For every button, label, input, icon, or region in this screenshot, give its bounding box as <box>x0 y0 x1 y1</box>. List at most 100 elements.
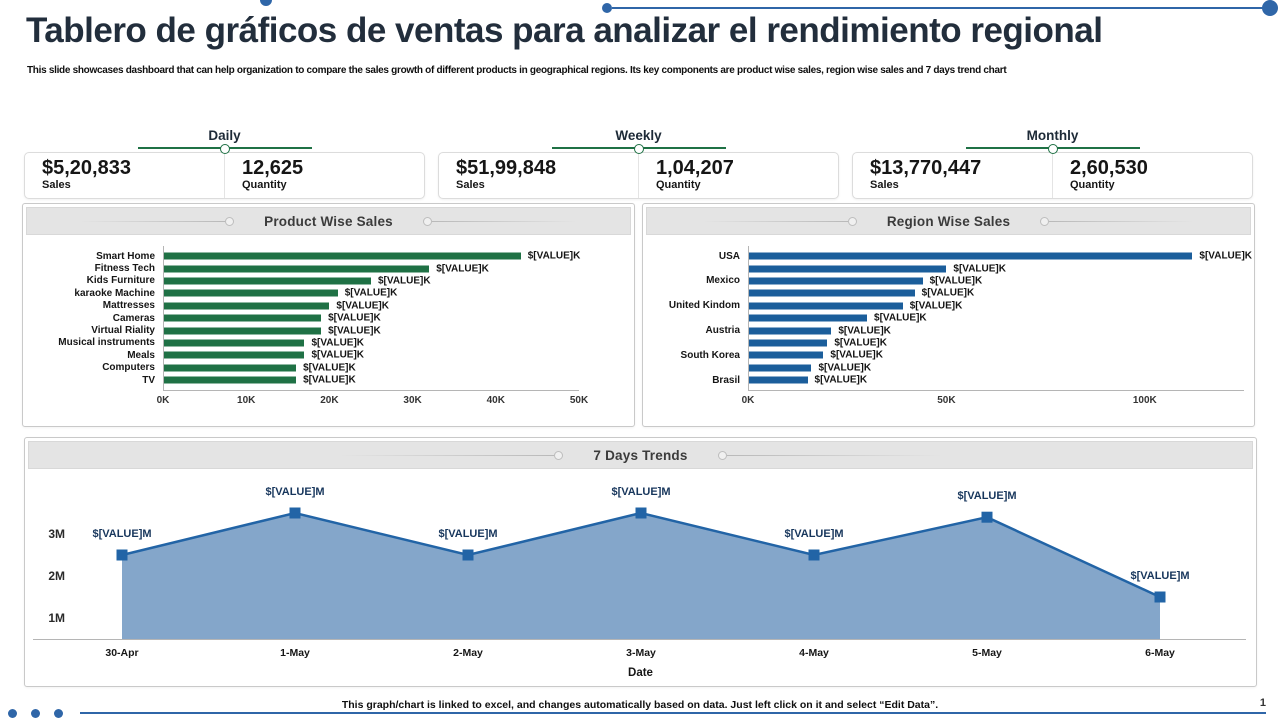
bar-row: USA $[VALUE]K <box>653 250 1252 262</box>
kpi-row: Daily $5,20,833 Sales 12,625 Quantity We… <box>24 128 1253 199</box>
bar-value-label: $[VALUE]K <box>311 349 365 361</box>
x-tick-label: 10K <box>237 395 256 406</box>
x-axis-line <box>163 390 579 391</box>
header-decor-ring <box>554 450 564 460</box>
bar <box>163 364 297 372</box>
kpi-quantity-cell: 1,04,207 Quantity <box>638 153 838 198</box>
bar-value-label: $[VALUE]K <box>929 275 983 287</box>
kpi-quantity-cell: 12,625 Quantity <box>224 153 424 198</box>
seven-days-trends-chart[interactable]: 7 Days Trends 3M 2M 1M $[VALUE]M $[VALUE]M $[… <box>24 437 1257 687</box>
bar-value-label: $[VALUE]K <box>838 325 891 337</box>
underline-ring <box>633 144 644 154</box>
x-tick-label: 20K <box>320 395 339 406</box>
kpi-period-label: Monthly <box>1026 128 1079 143</box>
bar-row: Cameras $[VALUE]K <box>33 312 579 324</box>
bar-value-label: $[VALUE]K <box>378 275 431 287</box>
kpi-period-label: Daily <box>208 128 241 143</box>
bar-row: TV $[VALUE]K <box>33 374 579 386</box>
point-value-label: $[VALUE]M <box>92 528 152 540</box>
category-label: South Korea <box>680 349 740 361</box>
bar-value-label: $[VALUE]K <box>874 312 927 324</box>
bar-row: Computers $[VALUE]K <box>33 362 579 374</box>
bar-plot: $[VALUE]K <box>163 324 579 336</box>
bar <box>163 277 371 285</box>
kpi-sales-cell: $51,99,848 Sales <box>439 153 638 198</box>
bar-row: Fitness Tech $[VALUE]K <box>33 262 579 274</box>
bar-plot: $[VALUE]K <box>748 312 1244 324</box>
bar-plot: $[VALUE]K <box>748 324 1244 336</box>
y-tick-label: 3M <box>48 527 65 541</box>
kpi-tab-monthly: Monthly <box>958 128 1148 154</box>
bar <box>163 265 430 273</box>
bar-plot: $[VALUE]K <box>748 349 1244 361</box>
trend-marker <box>116 549 128 561</box>
bar <box>748 265 947 273</box>
bar-value-label: $[VALUE]K <box>921 287 975 299</box>
bar-value-label: $[VALUE]K <box>328 312 381 324</box>
trend-marker <box>462 549 474 561</box>
bar-value-label: $[VALUE]K <box>834 337 887 349</box>
underline-ring <box>219 144 230 154</box>
kpi-card-weekly: $51,99,848 Sales 1,04,207 Quantity <box>438 152 839 199</box>
bar-value-label: $[VALUE]K <box>436 263 489 275</box>
region-wise-sales-chart[interactable]: Region Wise Sales USA $[VALUE]K $[VALUE]K M… <box>642 203 1255 427</box>
charts-row: Product Wise Sales Smart Home $[VALUE]K Fi… <box>22 203 1255 427</box>
kpi-quantity-value: 2,60,530 <box>1070 157 1148 179</box>
category-label: Brasil <box>712 374 740 386</box>
chart-title: 7 Days Trends <box>593 447 688 463</box>
area-chart-plot-area: 3M 2M 1M $[VALUE]M $[VALUE]M $[VALUE]M $[VALUE… <box>33 474 1248 680</box>
category-label: USA <box>718 250 740 262</box>
bar-row: Smart Home $[VALUE]K <box>33 250 580 262</box>
chart-header: 7 Days Trends <box>28 441 1253 469</box>
x-tick-label: 40K <box>486 395 505 406</box>
bar-plot: $[VALUE]K <box>163 262 579 274</box>
bar-plot: $[VALUE]K <box>163 312 579 324</box>
x-tick-label: 30K <box>403 395 422 406</box>
footer-note: This graph/chart is linked to excel, and… <box>341 699 939 711</box>
bar-row: $[VALUE]K <box>653 262 1244 274</box>
header-decor-ring <box>225 216 235 226</box>
trend-marker <box>981 511 993 523</box>
bar <box>748 289 915 297</box>
top-accent-line <box>612 7 1270 9</box>
bottom-accent-dot <box>54 709 63 718</box>
category-label: karaoke Machine <box>74 287 155 299</box>
header-decor-ring <box>1040 216 1050 226</box>
kpi-sales-label: Sales <box>456 179 485 191</box>
bar-plot: $[VALUE]K <box>163 250 580 262</box>
bar-row: $[VALUE]K <box>653 312 1244 324</box>
category-label: Virtual Riality <box>91 325 155 337</box>
header-decor-ring <box>847 216 857 226</box>
page-title: Tablero de gráficos de ventas para anali… <box>26 11 1103 50</box>
kpi-sales-value: $51,99,848 <box>456 157 557 179</box>
kpi-group-daily: Daily $5,20,833 Sales 12,625 Quantity <box>24 128 425 199</box>
trend-marker <box>808 549 820 561</box>
bar-plot: $[VALUE]K <box>748 362 1244 374</box>
bar-row: Mexico $[VALUE]K <box>653 275 1244 287</box>
bar-chart-plot-area: USA $[VALUE]K $[VALUE]K Mexico $[VALUE]K $[VA… <box>653 244 1252 426</box>
bar <box>163 289 338 297</box>
bar-plot: $[VALUE]K <box>748 287 1244 299</box>
point-value-label: $[VALUE]M <box>265 486 325 498</box>
bar <box>163 302 330 310</box>
header-decor-line <box>1049 220 1195 222</box>
bar-plot: $[VALUE]K <box>163 374 579 386</box>
kpi-group-monthly: Monthly $13,770,447 Sales 2,60,530 Quant… <box>852 128 1253 199</box>
y-tick-label: 1M <box>48 611 65 625</box>
y-axis-line <box>748 246 749 390</box>
x-axis-line <box>748 390 1244 391</box>
trend-marker <box>1154 591 1166 603</box>
category-label: Smart Home <box>96 250 155 262</box>
kpi-quantity-label: Quantity <box>1070 179 1115 191</box>
kpi-tab-weekly: Weekly <box>544 128 734 154</box>
kpi-sales-cell: $5,20,833 Sales <box>25 153 224 198</box>
bar <box>748 327 832 335</box>
product-wise-sales-chart[interactable]: Product Wise Sales Smart Home $[VALUE]K Fi… <box>22 203 635 427</box>
x-tick-label: 5-May <box>972 647 1002 659</box>
bar-plot: $[VALUE]K <box>748 275 1244 287</box>
bar <box>163 252 521 260</box>
bar-row: Musical instruments $[VALUE]K <box>33 337 579 349</box>
trend-marker <box>635 507 647 519</box>
kpi-card-daily: $5,20,833 Sales 12,625 Quantity <box>24 152 425 199</box>
kpi-quantity-label: Quantity <box>242 179 287 191</box>
